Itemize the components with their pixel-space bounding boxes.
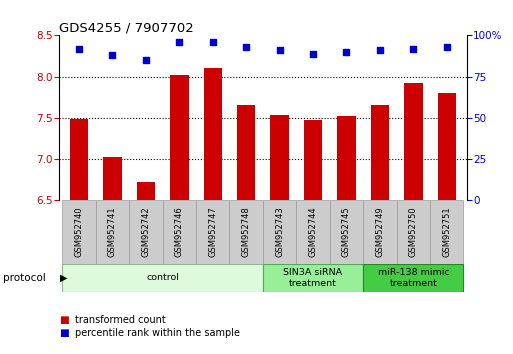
Bar [204,68,222,200]
Point [175,39,184,45]
Bar [270,115,289,200]
Text: ▶: ▶ [60,273,67,283]
Point [142,57,150,63]
Text: GSM952750: GSM952750 [409,206,418,257]
Text: SIN3A siRNA
treatment: SIN3A siRNA treatment [284,268,343,287]
Text: GSM952740: GSM952740 [74,206,84,257]
Bar [297,200,330,264]
Text: percentile rank within the sample: percentile rank within the sample [75,328,241,338]
Bar [330,200,363,264]
Bar [363,200,397,264]
Point [342,49,350,55]
Bar [137,182,155,200]
Bar [63,200,96,264]
Bar [430,200,463,264]
Point [108,52,116,58]
Bar [397,200,430,264]
Text: GSM952743: GSM952743 [275,206,284,257]
Bar [263,264,363,292]
Text: GSM952748: GSM952748 [242,206,251,257]
Bar [96,200,129,264]
Text: GSM952749: GSM952749 [376,206,384,257]
Text: GSM952747: GSM952747 [208,206,218,257]
Point [376,47,384,53]
Text: transformed count: transformed count [75,315,166,325]
Point [275,47,284,53]
Text: GSM952745: GSM952745 [342,206,351,257]
Bar [63,264,263,292]
Bar [196,200,229,264]
Bar [229,200,263,264]
Bar [363,264,463,292]
Text: miR-138 mimic
treatment: miR-138 mimic treatment [378,268,449,287]
Point [309,51,317,56]
Point [409,46,418,51]
Bar [163,200,196,264]
Bar [170,75,189,200]
Bar [404,83,423,200]
Point [75,46,83,51]
Text: ■: ■ [59,315,69,325]
Text: GSM952742: GSM952742 [142,206,150,257]
Text: control: control [146,273,179,282]
Text: GSM952746: GSM952746 [175,206,184,257]
Point [443,44,451,50]
Bar [70,119,88,200]
Bar [103,157,122,200]
Bar [438,93,456,200]
Text: protocol: protocol [3,273,45,283]
Bar [237,105,255,200]
Point [209,39,217,45]
Bar [129,200,163,264]
Text: ■: ■ [59,328,69,338]
Bar [371,105,389,200]
Text: GSM952744: GSM952744 [308,206,318,257]
Bar [337,116,356,200]
Text: GSM952751: GSM952751 [442,206,451,257]
Bar [263,200,297,264]
Bar [304,120,322,200]
Text: GDS4255 / 7907702: GDS4255 / 7907702 [59,21,194,34]
Text: GSM952741: GSM952741 [108,206,117,257]
Point [242,44,250,50]
